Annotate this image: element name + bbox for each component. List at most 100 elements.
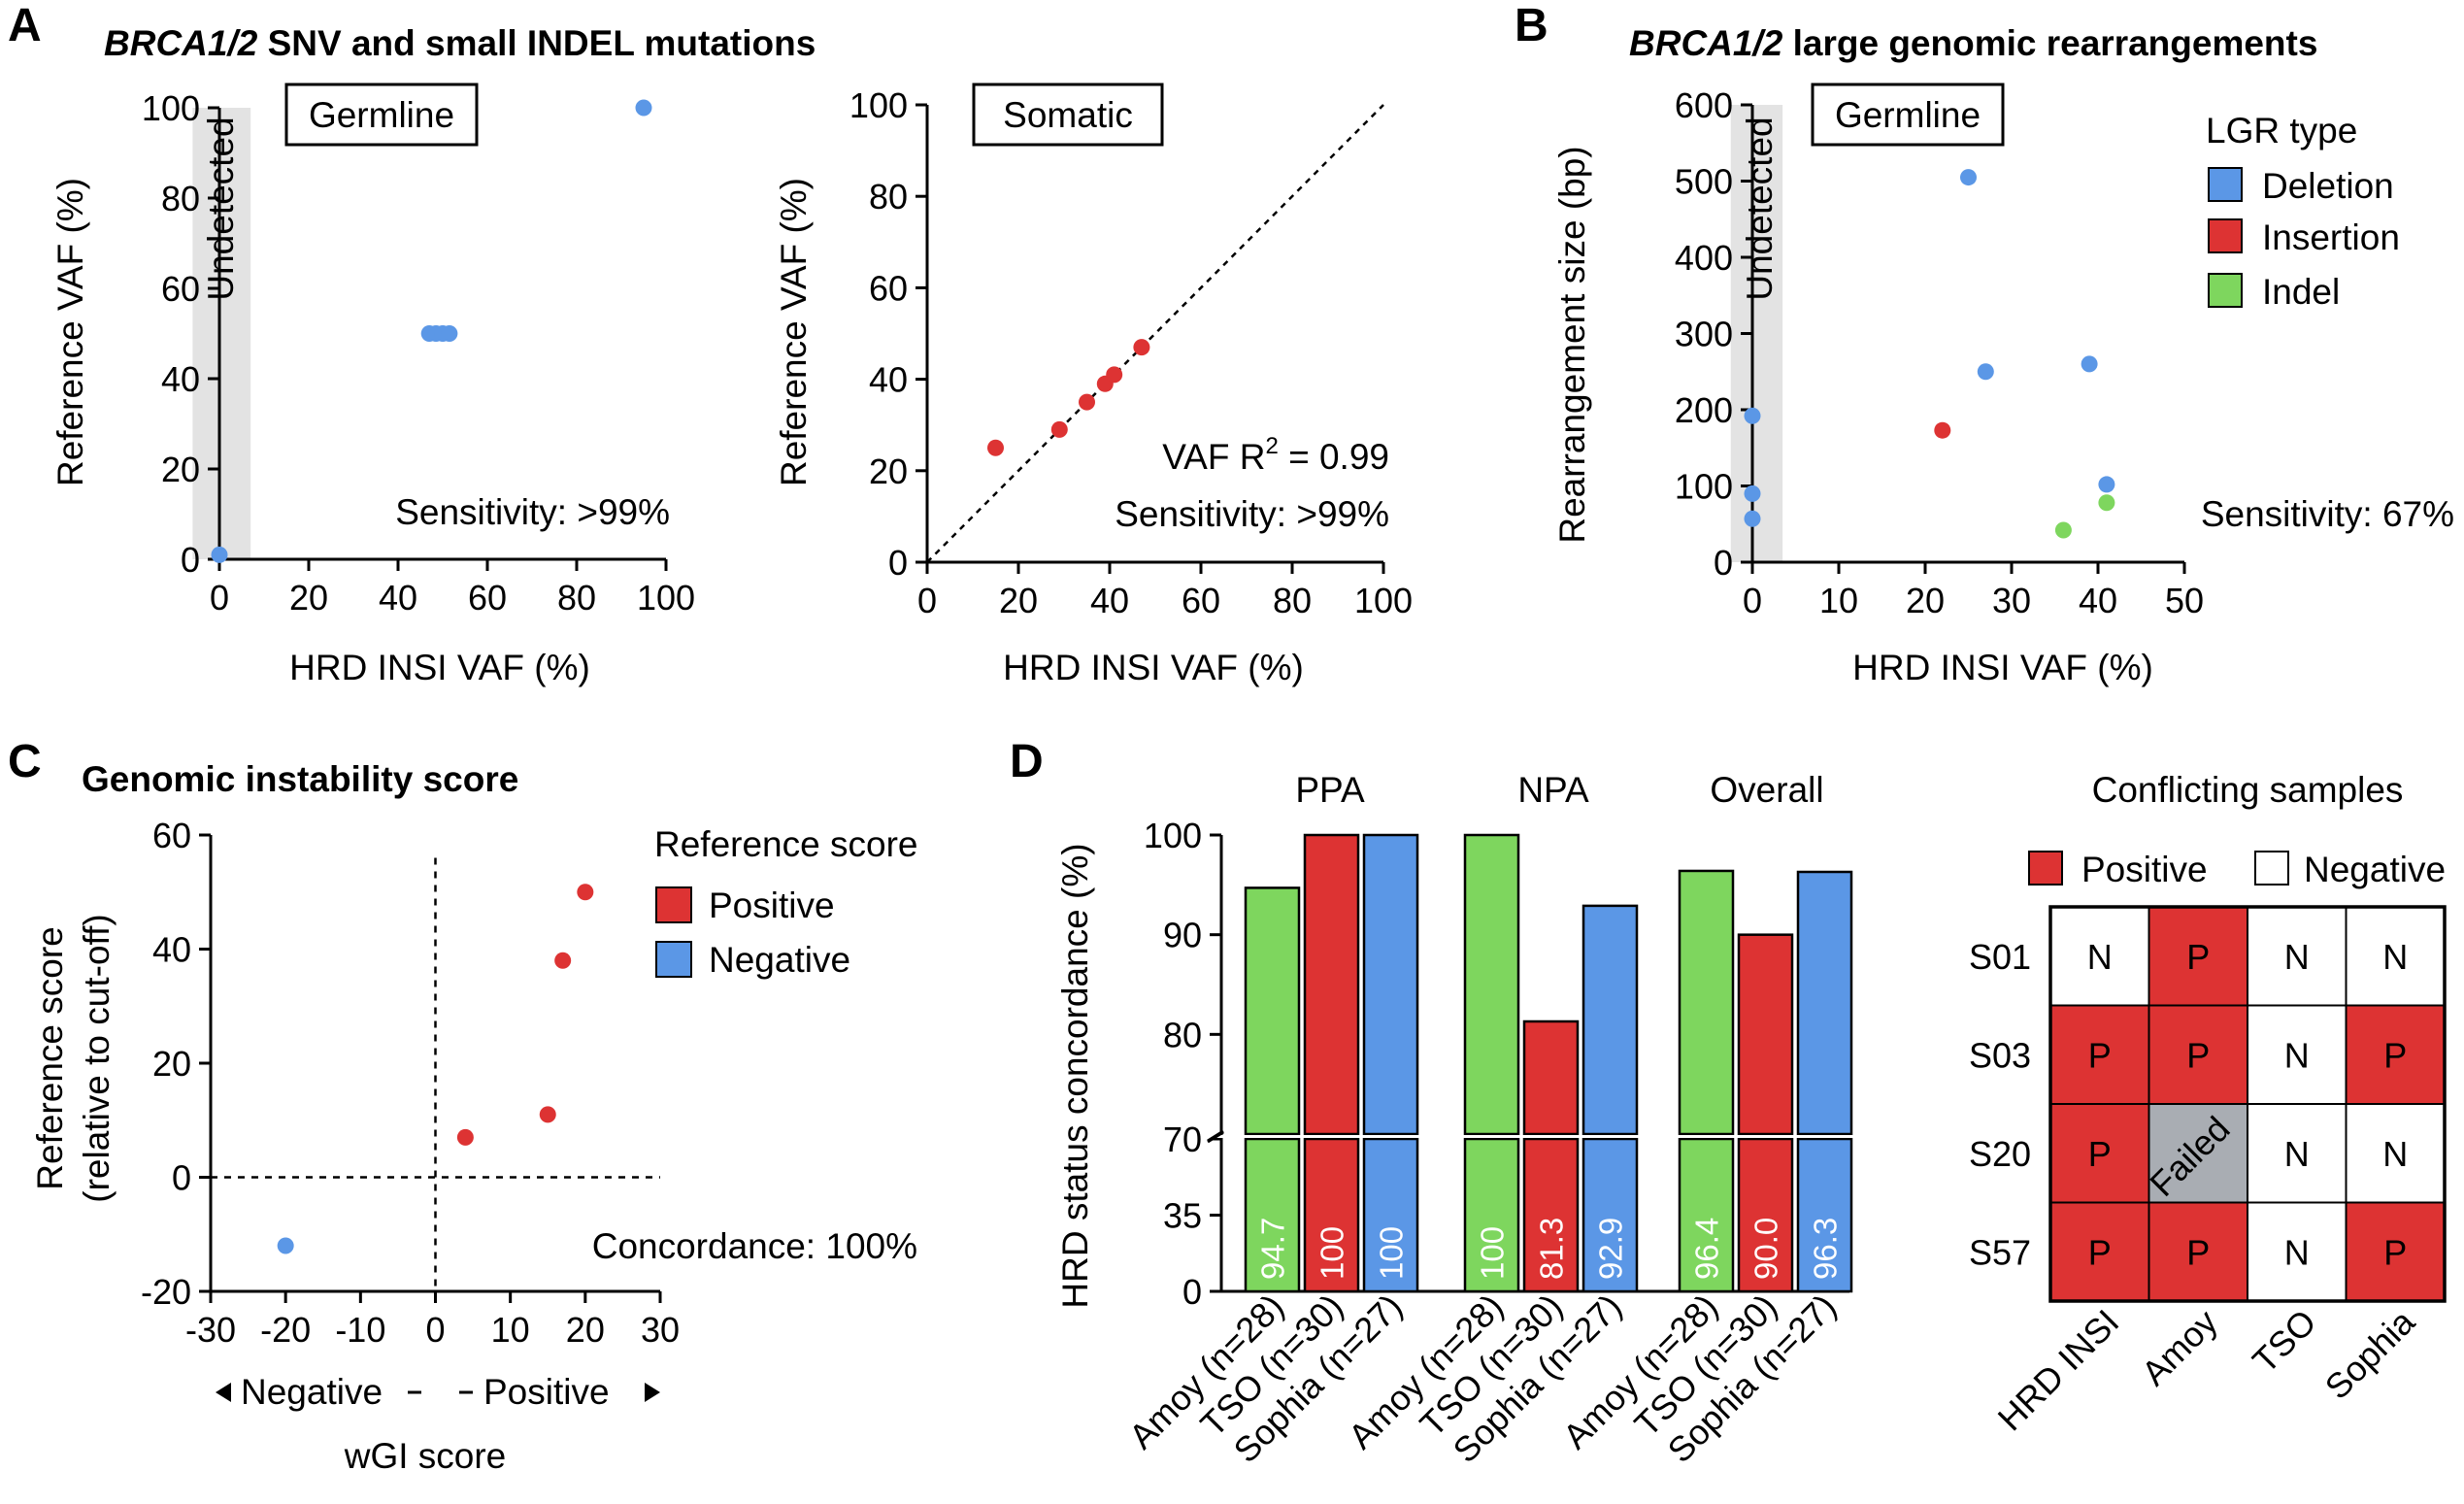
lgr-scatter-plot: Undetected 0 10 20 30 40 50010020030040050060…	[1552, 83, 2454, 687]
bar-lower-segment	[1796, 1137, 1853, 1293]
legend-indel-label: Indel	[2262, 272, 2340, 312]
lgr-y-axis-label: Rearrangement size (bp)	[1552, 146, 1592, 543]
y-tick-label: 40	[152, 930, 191, 970]
heatmap-row-label: S01	[1969, 937, 2031, 977]
data-point-somatic-variants	[1133, 339, 1150, 356]
heatmap-cell-label: P	[2383, 1035, 2407, 1075]
x-tick-label: -30	[185, 1310, 236, 1350]
x-tick-label: 60	[468, 578, 507, 618]
bar-lower-segment	[1244, 1137, 1301, 1293]
undetected-band	[1730, 105, 1783, 562]
heatmap-cell-label: N	[2284, 937, 2310, 977]
lgr-germline-label-box	[1811, 83, 2005, 147]
bar-y-tick-label: 35	[1163, 1196, 1202, 1236]
negative-direction-label: Negative	[241, 1372, 383, 1412]
bar-lower-segment	[1678, 1137, 1735, 1293]
heatmap-cell-label: N	[2284, 1035, 2310, 1075]
data-point-indel	[2098, 494, 2115, 512]
heatmap-legend-positive-swatch	[2028, 851, 2063, 886]
heatmap-cell-label: P	[2088, 1035, 2112, 1075]
x-tick-label: 20	[1906, 581, 1945, 620]
heatmap-cell	[2247, 1004, 2347, 1105]
panel-b-title-italic: BRCA1/2	[1629, 23, 1783, 63]
heatmap-cell	[2148, 1201, 2248, 1302]
data-point-positive	[554, 952, 572, 969]
x-tick-label: 80	[557, 578, 596, 618]
y-tick-label: 60	[869, 268, 908, 308]
y-tick-label: 80	[869, 177, 908, 217]
heatmap-cell	[2148, 906, 2248, 1007]
somatic-x-axis-label: HRD INSI VAF (%)	[1003, 648, 1304, 687]
bar-lower-segment	[1522, 1137, 1580, 1293]
panel-a-title-rest: SNV and small INDEL mutations	[257, 23, 816, 63]
panel-b-letter: B	[1515, 0, 1548, 51]
heatmap-cell	[2345, 1004, 2446, 1105]
data-point-deletion	[1744, 510, 1761, 527]
somatic-r2-superscript: 2	[1265, 433, 1278, 459]
x-tick-label: 100	[637, 578, 695, 618]
identity-line	[926, 104, 1384, 563]
x-tick-label: 30	[1992, 581, 2031, 620]
x-tick-label: 40	[379, 578, 417, 618]
bar-value-label: 90.0	[1748, 1218, 1784, 1280]
concordance-y-axis-label: HRD status concordance (%)	[1055, 843, 1095, 1308]
germline-sensitivity: Sensitivity: >99%	[395, 492, 670, 532]
panel-c-letter: C	[8, 736, 42, 787]
y-tick-label: 100	[1675, 467, 1733, 507]
bar-upper-segment	[1244, 886, 1301, 1136]
bar-y-tick-label: 70	[1163, 1120, 1202, 1159]
legend-positive-label: Positive	[709, 886, 835, 925]
x-tick-label: 10	[1819, 581, 1858, 620]
gis-concordance: Concordance: 100%	[592, 1226, 917, 1266]
somatic-points	[987, 339, 1150, 456]
bar-value-label: 92.9	[1593, 1218, 1629, 1280]
bar-value-label: 96.3	[1808, 1218, 1844, 1280]
panel-a-letter: A	[8, 0, 42, 51]
data-point-germline-variants	[635, 99, 652, 117]
gis-legend-title: Reference score	[654, 824, 917, 864]
bar-upper-segment	[1582, 904, 1639, 1136]
x-tick-label: 10	[491, 1310, 530, 1350]
positive-arrow-icon	[645, 1383, 660, 1402]
data-point-indel	[2054, 521, 2072, 539]
data-point-somatic-variants	[1106, 366, 1123, 384]
heatmap-cell	[2049, 1103, 2150, 1204]
lgr-sensitivity: Sensitivity: 67%	[2201, 494, 2454, 534]
gis-x-axis-label: wGI score	[344, 1436, 507, 1476]
y-tick-label: 100	[142, 88, 200, 128]
x-tick-label: 0	[425, 1310, 445, 1350]
heatmap-cell	[2247, 1201, 2347, 1302]
x-tick-label: 40	[2079, 581, 2117, 620]
heatmap-cell-label: N	[2382, 1134, 2408, 1174]
heatmap-col-label: Amoy	[2134, 1302, 2225, 1393]
bar-upper-segment	[1362, 833, 1419, 1136]
gis-y-axis-label-1: Reference score	[30, 926, 70, 1189]
germline-x-axis-label: HRD INSI VAF (%)	[289, 648, 590, 687]
bar-lower-segment	[1582, 1137, 1639, 1293]
lgr-points	[1744, 169, 2115, 539]
somatic-scatter-plot: 0 20 40 60 80 100 0 20 40 60 80 100 Somatic VAF R2 …	[774, 83, 1413, 687]
data-point-germline-variants	[441, 325, 458, 342]
data-point-germline-variants	[211, 546, 228, 563]
x-tick-label: 30	[641, 1310, 680, 1350]
somatic-sensitivity: Sensitivity: >99%	[1115, 494, 1389, 534]
bar-y-tick-label: 80	[1163, 1015, 1202, 1054]
x-tick-label: 20	[566, 1310, 605, 1350]
somatic-r2: VAF R2 = 0.99	[1162, 433, 1389, 477]
heatmap-cell-label: P	[2186, 1035, 2210, 1075]
data-point-positive	[456, 1128, 474, 1146]
y-tick-label: 60	[152, 816, 191, 855]
lgr-legend: LGR type Deletion Insertion Indel	[2206, 111, 2400, 312]
data-point-positive	[577, 884, 594, 901]
heatmap-cell-label: N	[2087, 937, 2113, 977]
somatic-y-axis-label: Reference VAF (%)	[774, 178, 814, 486]
lgr-germline-label: Germline	[1835, 95, 1981, 135]
panel-d-letter: D	[1010, 736, 1044, 787]
undetected-label: Undetected	[1740, 117, 1780, 300]
